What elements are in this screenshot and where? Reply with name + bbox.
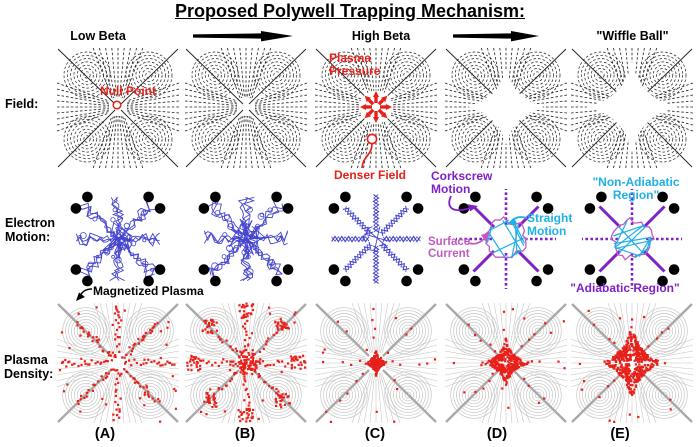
header-high-beta: High Beta — [351, 29, 411, 43]
column-label-b: (B) — [234, 426, 256, 442]
field-panel-d — [444, 47, 568, 169]
field-panel-e — [570, 47, 694, 169]
header-wiffle-ball: "Wiffle Ball" — [596, 29, 669, 43]
electron-panel-d — [456, 189, 556, 289]
magnetized-plasma-arrow-icon — [76, 288, 93, 301]
plasma-pressure-label: Plasma Pressure — [329, 51, 381, 78]
magnetized-plasma-label: Magnetized Plasma — [93, 284, 204, 298]
corkscrew-motion-arrow-icon — [448, 195, 478, 212]
page-title: Proposed Polywell Trapping Mechanism: — [174, 1, 526, 21]
progression-arrow-icon — [453, 31, 539, 42]
column-label-c: (C) — [364, 426, 386, 442]
straight-motion-arrow-icon — [506, 216, 528, 225]
plasma-panel-e — [570, 302, 694, 424]
plasma-panel-d — [444, 302, 568, 424]
column-label-e: (E) — [610, 426, 630, 442]
field-panel-a — [56, 47, 180, 169]
corkscrew-motion-label: Corkscrew Motion — [431, 169, 493, 196]
row-label-plasma-density: Plasma Density: — [4, 353, 54, 381]
straight-motion-label: Straight Motion — [527, 211, 573, 238]
electron-panel-c — [328, 191, 424, 287]
denser-field-label: Denser Field — [333, 168, 407, 182]
progression-arrow-icon — [193, 31, 293, 42]
column-label-d: (D) — [486, 426, 508, 442]
surface-current-label: Surface Current — [428, 236, 471, 261]
null-point-label: Null Point — [100, 84, 156, 98]
adiabatic-region-label: "Adiabatic Region" — [570, 281, 680, 295]
surface-current-arrow-icon — [467, 232, 490, 245]
electron-panel-a — [70, 191, 166, 287]
plasma-panel-a — [56, 302, 180, 424]
plasma-panel-b — [184, 302, 308, 424]
row-label-field: Field: — [5, 97, 39, 111]
field-panel-c — [314, 47, 438, 169]
header-low-beta: Low Beta — [70, 29, 126, 43]
plasma-panel-c — [314, 302, 438, 424]
row-label-electron-motion: Electron Motion: — [5, 216, 56, 244]
non-adiabatic-region-label: "Non-Adiabatic Region" — [592, 175, 680, 202]
electron-panel-b — [198, 191, 294, 287]
column-label-a: (A) — [94, 426, 116, 442]
field-panel-b — [184, 47, 308, 169]
electron-panel-e — [582, 189, 682, 289]
